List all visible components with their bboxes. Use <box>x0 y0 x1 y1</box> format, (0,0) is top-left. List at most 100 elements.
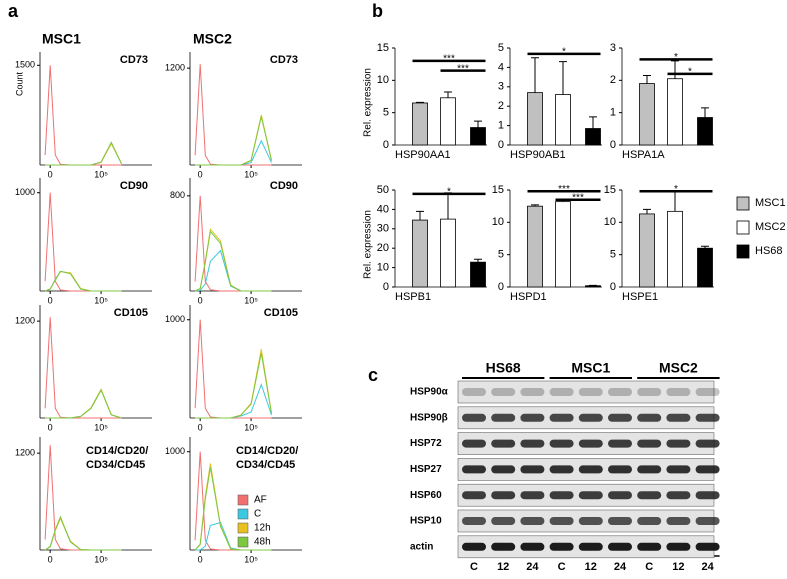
y-tick-label: 15 <box>604 184 616 196</box>
blot-band <box>637 465 662 474</box>
bar <box>440 97 456 146</box>
blot-band <box>695 465 720 474</box>
y-tick-label: 3 <box>498 81 504 93</box>
bar <box>412 219 428 288</box>
error-bar <box>643 74 651 84</box>
blot-band <box>608 388 632 396</box>
y-tick-label: 10 <box>604 216 616 228</box>
blot-band <box>578 465 603 474</box>
x-tick-label: 0 <box>198 554 203 564</box>
legend-label: AF <box>254 495 267 506</box>
panel-label: a <box>8 1 19 21</box>
blot-band <box>637 413 662 422</box>
histogram-curve <box>195 383 272 419</box>
blot-band <box>520 439 545 448</box>
significance-label: * <box>562 46 566 57</box>
error-bar <box>671 60 679 79</box>
lane-label: C <box>470 561 478 573</box>
x-tick-label: 10⁵ <box>244 422 258 432</box>
legend-label: 48h <box>254 537 271 548</box>
y-tick-label: 50 <box>377 184 389 196</box>
error-bar <box>416 101 424 103</box>
blot-band <box>462 465 486 474</box>
blot-band <box>695 542 720 551</box>
x-tick-label: 0 <box>198 169 203 179</box>
histogram-curve <box>194 230 272 292</box>
blot-band <box>491 413 516 422</box>
blot-band <box>549 542 574 551</box>
significance-label: *** <box>443 54 455 65</box>
y-tick-label: 1000 <box>165 314 185 324</box>
group-label: HS68 <box>486 360 521 376</box>
y-tick-label: 15 <box>377 42 389 54</box>
y-axis-label: Rel. expression <box>363 210 374 279</box>
blot-band <box>491 465 516 474</box>
blot-band <box>637 542 662 551</box>
blot-band <box>608 517 632 525</box>
y-tick-label: 1 <box>498 120 504 132</box>
y-tick-label: 5 <box>383 107 389 119</box>
significance-label: * <box>674 52 678 63</box>
histogram-curve <box>195 116 272 166</box>
legend-swatch <box>736 196 750 211</box>
chart-title: HSPB1 <box>395 291 431 303</box>
significance-label: * <box>447 187 451 198</box>
y-tick-label: 5 <box>498 42 504 54</box>
blot-band <box>549 439 574 448</box>
blot-band <box>462 542 486 551</box>
y-tick-label: 5 <box>498 249 504 261</box>
lane-label: C <box>558 561 566 573</box>
blot-band <box>695 517 720 525</box>
y-tick-label: 0 <box>610 281 616 293</box>
y-tick-label: 5 <box>610 249 616 261</box>
group-label: MSC2 <box>659 360 698 376</box>
y-tick-label: 0 <box>610 139 616 151</box>
y-tick-label: 3 <box>610 42 616 54</box>
panel-title: CD73 <box>120 54 148 66</box>
blot-band <box>491 439 516 448</box>
blot-band <box>666 465 691 474</box>
significance-label: *** <box>457 63 469 74</box>
row-label: HSP90α <box>410 387 449 398</box>
y-tick-label: 0 <box>383 139 389 151</box>
y-tick-label: 800 <box>170 190 185 200</box>
blot-band <box>491 542 516 551</box>
blot-band <box>695 388 720 396</box>
blot-band <box>549 413 574 422</box>
legend-label: HS68 <box>755 245 783 257</box>
panel-label: c <box>368 365 378 385</box>
x-tick-label: 10⁵ <box>244 554 258 564</box>
x-tick-label: 10⁵ <box>244 169 258 179</box>
y-tick-label: 2 <box>610 74 616 86</box>
row-label: actin <box>410 541 433 552</box>
bar <box>639 213 655 288</box>
y-tick-label: 0 <box>498 139 504 151</box>
blot-band <box>608 491 632 500</box>
bar <box>412 102 428 146</box>
blot-band <box>578 439 603 448</box>
panel-label: b <box>372 1 383 21</box>
blot-band <box>666 413 691 422</box>
blot-band <box>462 439 486 448</box>
y-tick-label: 15 <box>492 184 504 196</box>
legend-swatch <box>736 220 750 235</box>
y-tick-label: 30 <box>377 223 389 235</box>
error-bar <box>531 57 539 93</box>
blot-band <box>462 491 486 500</box>
y-tick-label: 1000 <box>165 446 185 456</box>
x-tick-label: 0 <box>48 554 53 564</box>
x-tick-label: 10⁵ <box>94 295 108 305</box>
panel-title: CD105 <box>264 307 298 319</box>
histogram-curve <box>44 270 122 292</box>
error-bar <box>474 120 482 128</box>
bar <box>697 117 713 146</box>
x-tick-label: 10⁵ <box>94 554 108 564</box>
blot-band <box>695 413 720 422</box>
blot-band <box>549 517 574 525</box>
bar <box>440 218 456 288</box>
chart-title: HSPA1A <box>622 149 665 161</box>
y-tick-label: 10 <box>377 262 389 274</box>
lane-label: 24 <box>526 561 539 573</box>
panel-title: CD90 <box>120 180 148 192</box>
